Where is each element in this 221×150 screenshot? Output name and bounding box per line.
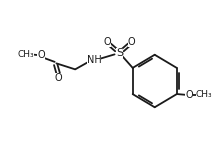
Text: NH: NH: [87, 55, 101, 65]
Text: CH₃: CH₃: [18, 50, 34, 59]
Text: O: O: [55, 73, 63, 83]
Text: O: O: [37, 50, 45, 60]
Text: O: O: [103, 37, 111, 47]
Text: S: S: [116, 48, 123, 58]
Text: O: O: [128, 37, 135, 47]
Text: O: O: [185, 90, 193, 100]
Text: CH₃: CH₃: [196, 90, 212, 99]
